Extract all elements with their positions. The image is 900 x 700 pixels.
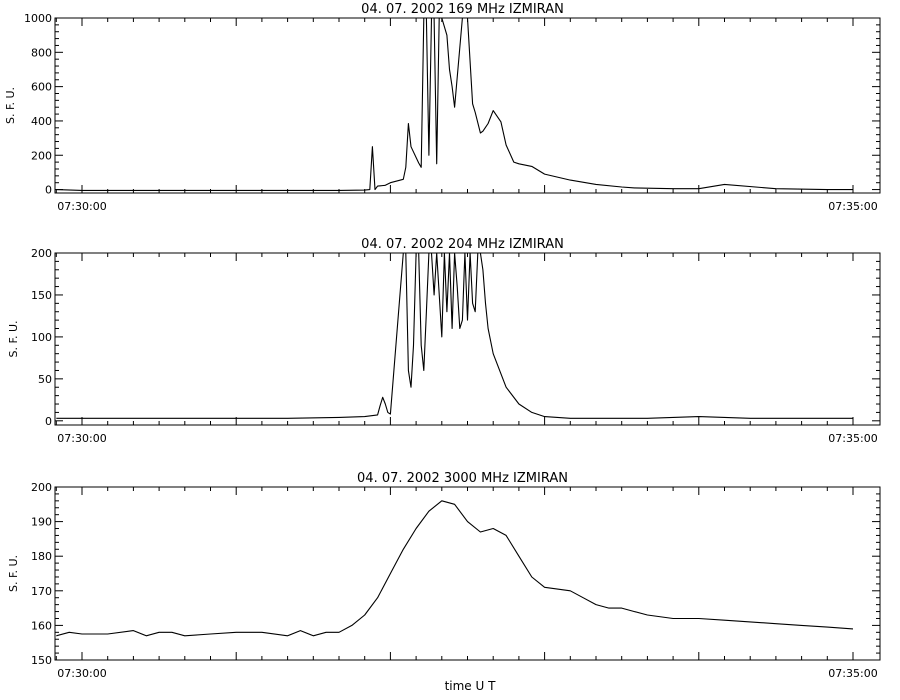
y-tick-label: 1000	[24, 12, 52, 25]
y-tick-label: 800	[31, 46, 52, 59]
panel-2: 04. 07. 2002 204 MHz IZMIRAN 0 50 100 150 200…	[7, 237, 881, 445]
y-tick-label: 50	[38, 373, 52, 386]
plot-frame	[54, 17, 881, 194]
series-line	[56, 500, 854, 637]
y-tick-label: 200	[31, 481, 52, 494]
y-axis-label: S. F. U.	[7, 555, 20, 592]
y-tick-label: 200	[31, 247, 52, 260]
y-tick-label: 160	[31, 619, 52, 632]
y-tick-label: 190	[31, 516, 52, 529]
x-tick-label: 07:30:00	[57, 200, 106, 213]
y-tick-label: 180	[31, 550, 52, 563]
y-tick-label: 150	[31, 654, 52, 667]
x-tick-label: 07:35:00	[828, 200, 877, 213]
y-tick-label: 170	[31, 585, 52, 598]
x-axis-label: time U T	[445, 679, 497, 693]
y-axis-label: S. F. U.	[4, 87, 17, 124]
series-line	[56, 253, 853, 419]
y-tick-label: 600	[31, 81, 52, 94]
panel-3: 04. 07. 2002 3000 MHz IZMIRAN 150 160 170 18…	[7, 471, 881, 693]
series-line	[56, 18, 853, 191]
x-tick-label: 07:35:00	[828, 432, 877, 445]
y-tick-label: 400	[31, 115, 52, 128]
panel-1: 04. 07. 2002 169 MHz IZMIRAN 0 200 400 600 80…	[4, 2, 881, 213]
plot-frame	[54, 252, 881, 426]
chart-title: 04. 07. 2002 3000 MHz IZMIRAN	[357, 471, 568, 486]
chart-title: 04. 07. 2002 204 MHz IZMIRAN	[361, 237, 564, 252]
x-tick-label: 07:30:00	[57, 432, 106, 445]
y-axis-label: S. F. U.	[7, 320, 20, 357]
y-tick-label: 200	[31, 149, 52, 162]
y-tick-label: 150	[31, 289, 52, 302]
chart-title: 04. 07. 2002 169 MHz IZMIRAN	[361, 2, 564, 17]
y-tick-label: 0	[45, 415, 52, 428]
y-tick-label: 100	[31, 331, 52, 344]
y-tick-label: 0	[45, 184, 52, 197]
x-tick-label: 07:30:00	[57, 667, 106, 680]
x-tick-label: 07:35:00	[828, 667, 877, 680]
